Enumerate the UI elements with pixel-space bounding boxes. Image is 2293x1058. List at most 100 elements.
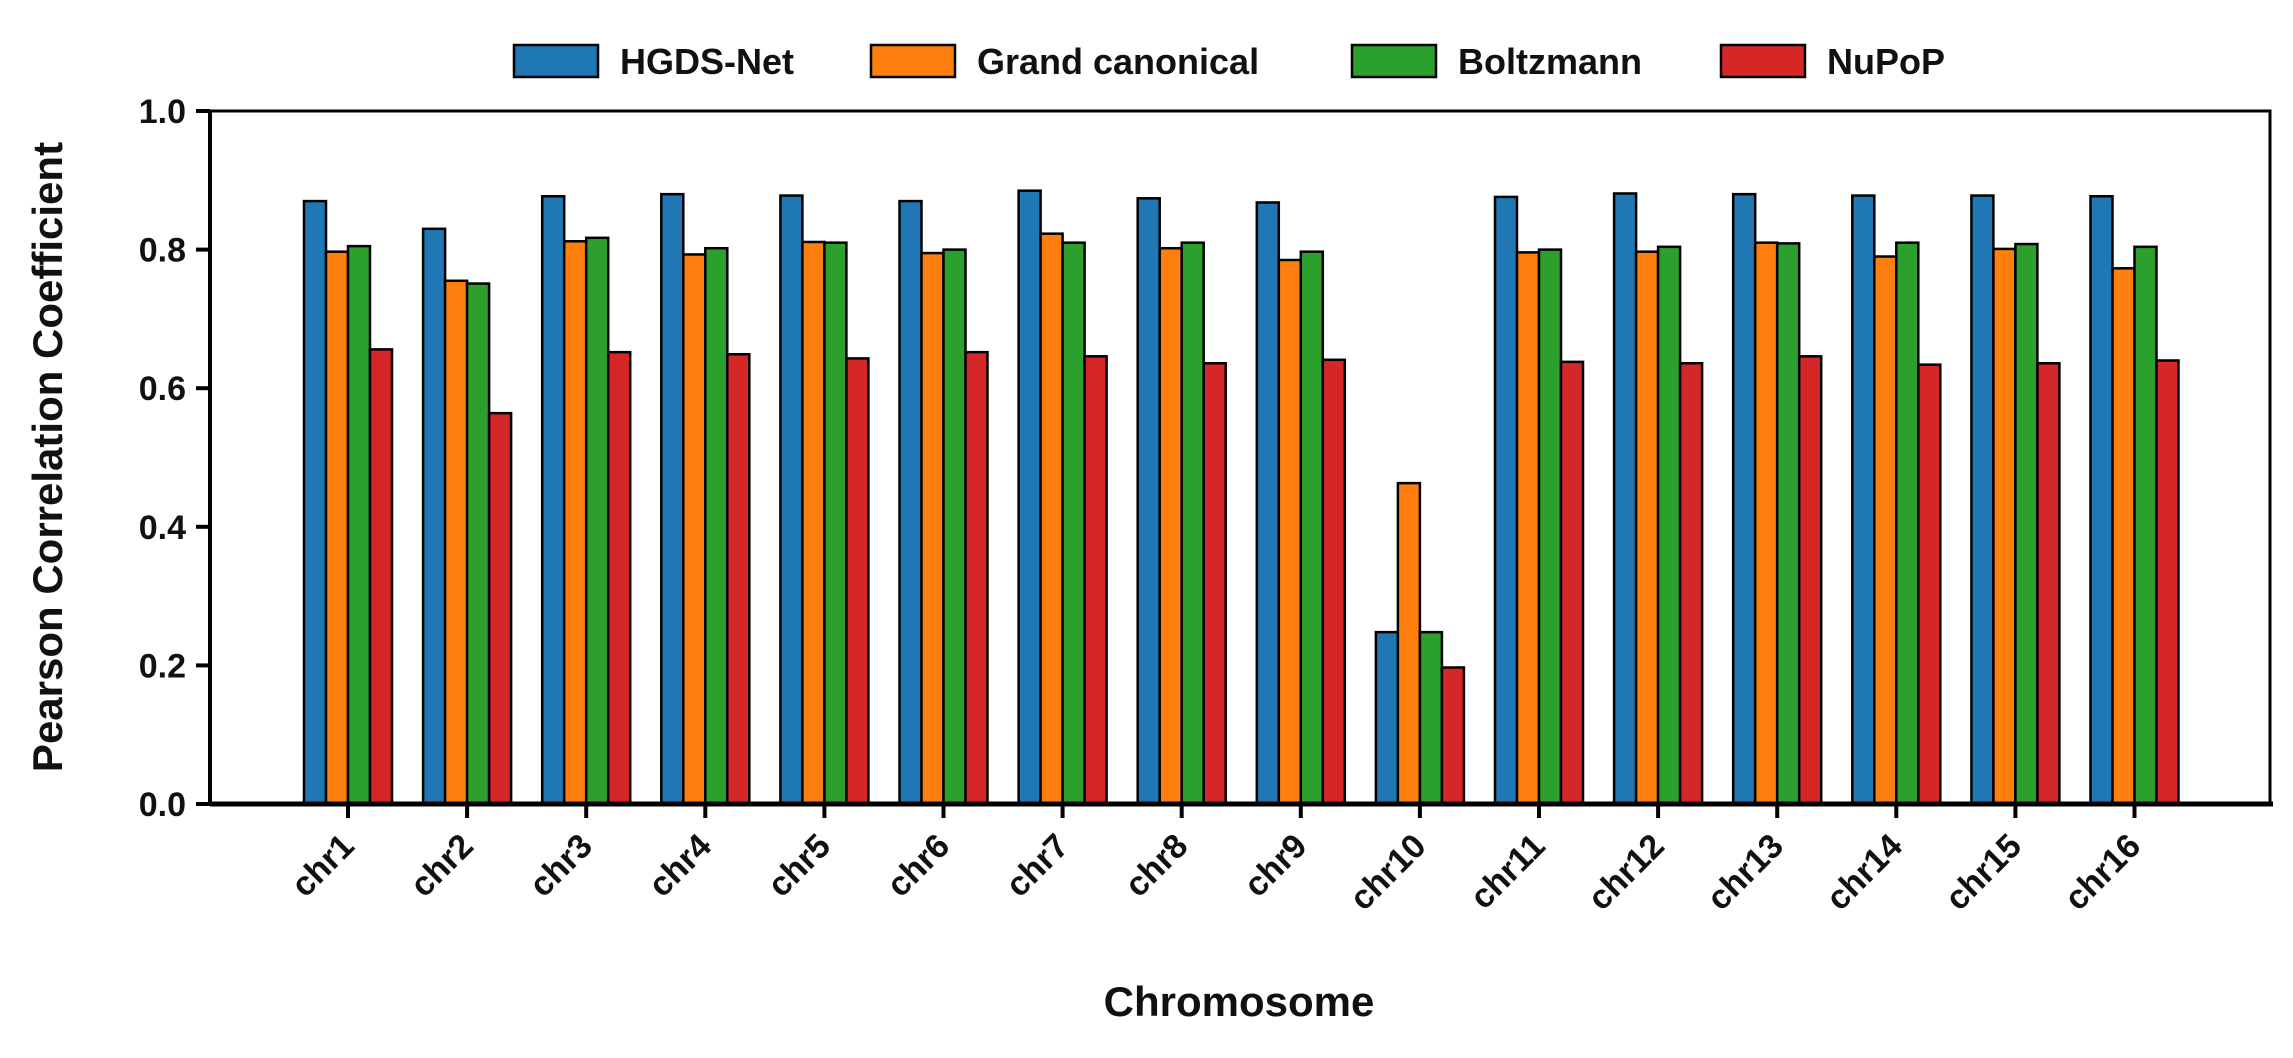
x-tick-label-chr4: chr4 [641, 827, 719, 905]
x-tick-label-chr9: chr9 [1237, 827, 1315, 905]
x-tick-label-chr10: chr10 [1343, 827, 1434, 918]
bar-boltzmann-chr13 [1775, 242, 1801, 806]
bar-hgds-net-chr4 [660, 192, 685, 806]
bar-grand-canonical-chr14 [1873, 255, 1898, 806]
bar-hgds-net-chr9 [1255, 201, 1281, 806]
x-tick-label-chr7: chr7 [999, 827, 1077, 905]
plot-area-frame [208, 109, 2272, 806]
legend-swatch-boltzmann [1350, 43, 1438, 79]
bar-hgds-net-chr12 [1612, 192, 1638, 806]
y-axis-ticks: 0.0 0.2 0.4 0.6 0.8 1.0 [139, 93, 210, 824]
bar-grand-canonical-chr9 [1277, 258, 1303, 806]
bar-hgds-net-chr7 [1017, 189, 1042, 806]
bar-grand-canonical-chr3 [562, 240, 588, 806]
bar-boltzmann-chr4 [704, 246, 729, 806]
x-tick-label-chr11: chr11 [1463, 827, 1553, 917]
bar-hgds-net-chr16 [2089, 194, 2114, 806]
legend-swatch-hgds-net [512, 43, 600, 79]
bar-boltzmann-chr14 [1895, 241, 1920, 806]
bar-boltzmann-chr3 [584, 236, 610, 806]
legend-label-nupop: NuPoP [1827, 41, 1945, 82]
bar-hgds-net-chr5 [779, 194, 804, 806]
bars-group [302, 189, 2180, 806]
x-tick-label-chr3: chr3 [522, 827, 600, 905]
y-tick-label: 0.2 [139, 647, 186, 685]
x-tick-label-chr6: chr6 [879, 827, 957, 905]
y-tick-label: 0.0 [139, 786, 186, 824]
y-tick-label: 0.4 [139, 509, 186, 547]
bar-boltzmann-chr2 [465, 282, 491, 806]
bar-hgds-net-chr14 [1851, 194, 1876, 806]
bar-hgds-net-chr1 [302, 199, 328, 806]
bar-hgds-net-chr10 [1374, 630, 1400, 806]
bar-boltzmann-chr7 [1061, 241, 1086, 806]
bar-nupop-chr9 [1321, 358, 1347, 806]
bar-hgds-net-chr13 [1731, 192, 1757, 806]
bar-nupop-chr3 [606, 350, 632, 806]
legend-swatch-nupop [1719, 43, 1807, 79]
bar-grand-canonical-chr6 [920, 251, 945, 806]
bar-nupop-chr6 [964, 350, 989, 806]
bar-grand-canonical-chr1 [324, 250, 350, 806]
bar-nupop-chr5 [845, 357, 870, 806]
bar-nupop-chr14 [1917, 363, 1942, 806]
y-axis-title: Pearson Correlation Coefficient [24, 142, 71, 772]
bar-nupop-chr11 [1559, 360, 1585, 806]
bar-grand-canonical-chr4 [682, 253, 707, 806]
x-tick-label-chr2: chr2 [403, 827, 481, 905]
bar-grand-canonical-chr13 [1753, 241, 1779, 806]
bar-hgds-net-chr2 [421, 227, 447, 806]
legend-label-grand-canonical: Grand canonical [977, 41, 1259, 82]
bar-grand-canonical-chr8 [1158, 246, 1183, 806]
bar-hgds-net-chr8 [1136, 197, 1161, 806]
bar-hgds-net-chr3 [540, 194, 566, 806]
legend-swatch-grand-canonical [869, 43, 957, 79]
x-tick-label-chr8: chr8 [1118, 827, 1196, 905]
bar-nupop-chr8 [1202, 362, 1227, 806]
y-tick-label: 1.0 [139, 93, 186, 131]
bar-nupop-chr15 [2036, 362, 2061, 806]
x-tick-label-chr13: chr13 [1700, 827, 1791, 918]
bar-grand-canonical-chr12 [1634, 250, 1660, 806]
bar-nupop-chr7 [1083, 355, 1108, 806]
bar-hgds-net-chr15 [1970, 194, 1995, 806]
bar-nupop-chr2 [487, 411, 513, 806]
bar-grand-canonical-chr11 [1515, 251, 1541, 806]
x-tick-label-chr12: chr12 [1581, 827, 1672, 918]
bar-nupop-chr1 [368, 348, 394, 806]
bar-grand-canonical-chr10 [1396, 481, 1422, 806]
bar-grand-canonical-chr7 [1039, 232, 1064, 806]
bar-grand-canonical-chr16 [2111, 267, 2136, 806]
x-tick-label-chr14: chr14 [1819, 827, 1910, 918]
bar-boltzmann-chr15 [2014, 242, 2039, 806]
bar-boltzmann-chr10 [1418, 630, 1444, 806]
bar-hgds-net-chr11 [1493, 195, 1519, 806]
x-axis-ticks: chr1 chr2 chr3 chr4 chr5 chr6 chr7 chr8 chr9 chr1… [284, 804, 2148, 918]
bar-boltzmann-chr1 [346, 244, 372, 806]
bar-boltzmann-chr6 [942, 248, 967, 806]
bar-boltzmann-chr5 [823, 241, 848, 806]
bar-boltzmann-chr11 [1537, 248, 1563, 806]
bar-nupop-chr13 [1797, 355, 1823, 806]
bar-nupop-chr12 [1678, 362, 1704, 806]
legend: HGDS-Net Grand canonical Boltzmann NuPoP [512, 41, 1945, 82]
bar-boltzmann-chr12 [1656, 245, 1682, 806]
bar-boltzmann-chr9 [1299, 250, 1325, 806]
bar-boltzmann-chr8 [1180, 241, 1205, 806]
bar-grand-canonical-chr15 [1992, 247, 2017, 806]
x-tick-label-chr15: chr15 [1938, 827, 2029, 918]
bar-grand-canonical-chr5 [801, 240, 826, 806]
x-tick-label-chr1: chr1 [284, 827, 362, 905]
x-tick-label-chr5: chr5 [760, 827, 838, 905]
bar-nupop-chr16 [2155, 359, 2180, 806]
x-tick-label-chr16: chr16 [2057, 827, 2148, 918]
x-axis-title: Chromosome [1104, 978, 1375, 1025]
bar-nupop-chr10 [1440, 666, 1466, 806]
bar-nupop-chr4 [726, 352, 751, 806]
bar-boltzmann-chr16 [2133, 245, 2158, 806]
y-tick-label: 0.6 [139, 370, 186, 408]
bar-grand-canonical-chr2 [443, 279, 469, 806]
legend-label-hgds-net: HGDS-Net [620, 41, 794, 82]
bar-hgds-net-chr6 [898, 199, 923, 806]
